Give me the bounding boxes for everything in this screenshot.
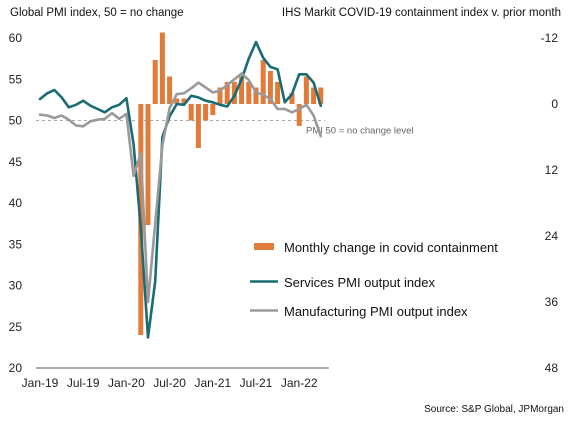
legend-label: Services PMI output index <box>284 275 436 290</box>
containment-bar <box>152 60 158 104</box>
containment-bar <box>275 82 281 104</box>
x-axis-ticks: Jan-19 Jul-19 Jan-20 Jul-20 Jan-21 Jul-21 Jan-… <box>22 376 318 390</box>
containment-bar <box>203 104 209 121</box>
x-tick-label: Jan-20 <box>108 376 145 390</box>
containment-bar <box>246 82 252 104</box>
containment-bar <box>210 104 216 115</box>
left-axis-header: Global PMI index, 50 = no change <box>10 7 184 19</box>
left-tick-label: 30 <box>9 279 23 293</box>
left-tick-label: 35 <box>9 237 23 251</box>
x-tick-label: Jan-19 <box>22 376 59 390</box>
source-note: Source: S&P Global, JPMorgan <box>424 404 564 415</box>
containment-bar <box>195 104 201 148</box>
line-series <box>38 40 323 339</box>
containment-bar <box>303 76 309 104</box>
reference-line-label: PMI 50 = no change level <box>306 126 413 137</box>
manufacturing-pmi-output-index-line <box>38 72 323 304</box>
right-tick-label: 0 <box>551 97 558 111</box>
left-tick-label: 50 <box>9 114 23 128</box>
containment-bar <box>217 87 223 104</box>
left-tick-label: 40 <box>9 196 23 210</box>
containment-bar <box>181 98 187 104</box>
containment-bar <box>296 104 302 126</box>
right-tick-label: 24 <box>545 229 559 243</box>
left-axis-ticks: 60 55 50 45 40 35 30 25 20 <box>9 31 23 375</box>
containment-bar <box>159 32 165 104</box>
left-tick-label: 45 <box>9 155 23 169</box>
services-pmi-output-index-line <box>38 40 323 339</box>
legend-swatch-bar <box>254 243 274 250</box>
containment-bar <box>224 82 230 104</box>
x-tick-label: Jan-21 <box>194 376 231 390</box>
containment-bar <box>253 87 259 104</box>
containment-bar <box>174 98 180 104</box>
x-tick-label: Jul-19 <box>67 376 100 390</box>
containment-bar <box>267 71 273 104</box>
x-tick-label: Jul-20 <box>153 376 186 390</box>
legend-label: Monthly change in covid containment <box>284 240 498 255</box>
right-axis-header: IHS Markit COVID-19 containment index v.… <box>282 7 561 19</box>
legend-label: Manufacturing PMI output index <box>284 304 468 319</box>
left-tick-label: 25 <box>9 320 23 334</box>
left-tick-label: 55 <box>9 72 23 86</box>
right-tick-label: 12 <box>545 163 559 177</box>
reference-line-group: PMI 50 = no change level <box>36 120 413 137</box>
x-tick-label: Jul-21 <box>240 376 273 390</box>
containment-bar <box>239 76 245 104</box>
left-tick-label: 60 <box>9 31 23 45</box>
legend: Monthly change in covid containment Servi… <box>250 240 498 319</box>
right-tick-label: -12 <box>541 31 559 45</box>
containment-bar <box>289 93 295 104</box>
right-tick-label: 48 <box>545 361 559 375</box>
x-tick-label: Jan-22 <box>281 376 318 390</box>
containment-bar <box>318 87 324 104</box>
containment-bar <box>260 60 266 104</box>
containment-bar <box>311 87 317 104</box>
left-tick-label: 20 <box>9 361 23 375</box>
right-tick-label: 36 <box>545 295 559 309</box>
containment-bar <box>145 104 151 225</box>
right-axis-ticks: -12 0 12 24 36 48 <box>541 31 559 375</box>
containment-bar <box>188 104 194 121</box>
containment-bar <box>167 76 173 104</box>
